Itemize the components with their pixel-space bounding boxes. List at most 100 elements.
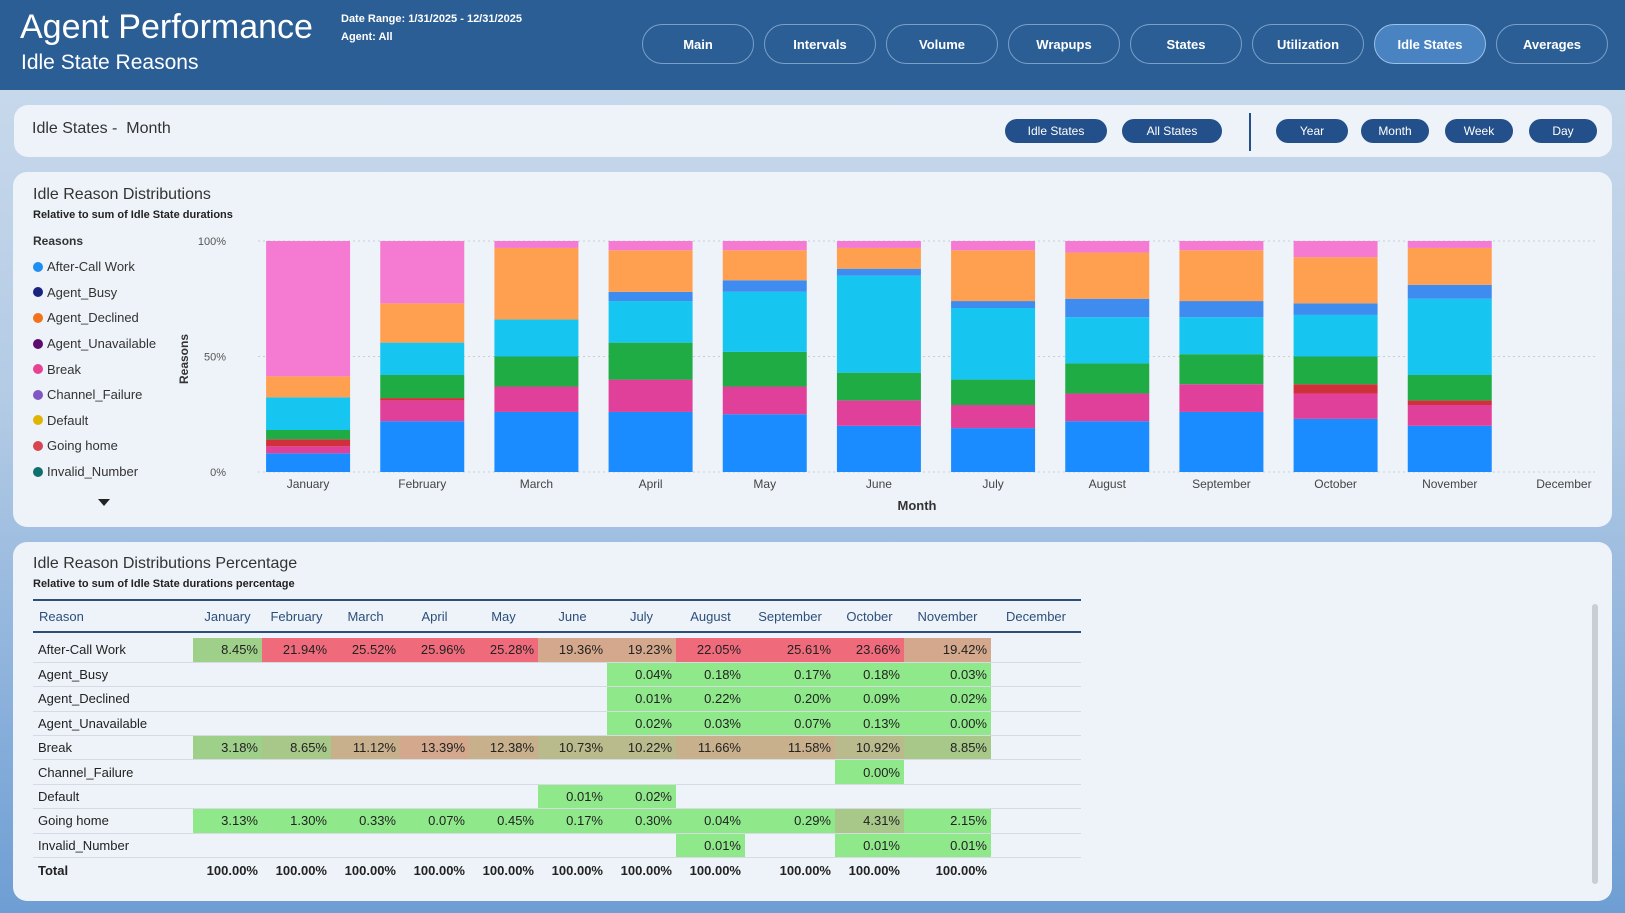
column-header[interactable]: February bbox=[262, 599, 331, 633]
idle-states-filter-button[interactable]: Idle States bbox=[1005, 119, 1107, 143]
nav-utilization-button[interactable]: Utilization bbox=[1252, 24, 1364, 64]
bar-segment bbox=[1179, 384, 1264, 412]
column-header[interactable]: April bbox=[400, 599, 469, 633]
chart-subtitle: Relative to sum of Idle State durations bbox=[33, 209, 233, 221]
legend-item[interactable]: Agent_Declined bbox=[33, 305, 156, 331]
legend-item[interactable]: Break bbox=[33, 356, 156, 382]
bar-segment bbox=[494, 386, 579, 412]
column-header[interactable]: March bbox=[331, 599, 400, 633]
value-cell bbox=[745, 759, 835, 785]
legend-item[interactable]: Going home bbox=[33, 433, 156, 459]
value-cell bbox=[331, 784, 400, 810]
bar-segment bbox=[494, 247, 579, 320]
all-states-filter-button[interactable]: All States bbox=[1122, 119, 1222, 143]
report-meta: Date Range: 1/31/2025 - 12/31/2025 Agent… bbox=[341, 10, 522, 46]
value-cell: 0.22% bbox=[676, 686, 745, 712]
bar-segment bbox=[1179, 250, 1264, 302]
value-cell bbox=[607, 833, 676, 859]
table-panel: Idle Reason Distributions Percentage Rel… bbox=[13, 542, 1612, 901]
nav-wrapups-button[interactable]: Wrapups bbox=[1008, 24, 1120, 64]
column-header[interactable]: Reason bbox=[33, 599, 193, 633]
day-button[interactable]: Day bbox=[1529, 119, 1597, 143]
bar-segment bbox=[951, 301, 1036, 308]
bar-segment bbox=[722, 291, 807, 352]
page-title: Agent Performance bbox=[20, 8, 313, 46]
bar-segment bbox=[494, 411, 579, 472]
legend-item[interactable]: Agent_Unavailable bbox=[33, 331, 156, 357]
value-cell bbox=[835, 784, 904, 810]
legend-scroll-down-icon[interactable] bbox=[98, 499, 110, 506]
value-cell bbox=[400, 759, 469, 785]
value-cell bbox=[331, 686, 400, 712]
value-cell bbox=[469, 784, 538, 810]
column-header[interactable]: July bbox=[607, 599, 676, 633]
column-header[interactable]: November bbox=[904, 599, 991, 633]
bar-segment bbox=[380, 241, 465, 304]
legend-swatch bbox=[33, 415, 43, 426]
legend-item[interactable]: Default bbox=[33, 408, 156, 434]
bar-segment bbox=[608, 411, 693, 472]
value-cell bbox=[991, 735, 1081, 761]
bar-segment bbox=[1407, 405, 1492, 426]
month-button[interactable]: Month bbox=[1361, 119, 1429, 143]
value-cell bbox=[331, 711, 400, 737]
nav-averages-button[interactable]: Averages bbox=[1496, 24, 1608, 64]
column-header[interactable]: December bbox=[991, 599, 1081, 633]
reason-cell: Channel_Failure bbox=[33, 759, 193, 785]
nav-idle-states-button[interactable]: Idle States bbox=[1374, 24, 1486, 64]
column-header[interactable]: August bbox=[676, 599, 745, 633]
table-scrollbar[interactable] bbox=[1592, 604, 1598, 884]
value-cell: 0.17% bbox=[745, 662, 835, 688]
nav-intervals-button[interactable]: Intervals bbox=[764, 24, 876, 64]
value-cell: 22.05% bbox=[676, 638, 745, 663]
value-cell: 10.22% bbox=[607, 735, 676, 761]
column-header[interactable]: October bbox=[835, 599, 904, 633]
bar-segment bbox=[951, 250, 1036, 302]
value-cell bbox=[538, 759, 607, 785]
bar-segment bbox=[266, 446, 351, 454]
value-cell: 0.01% bbox=[607, 686, 676, 712]
main-nav: Main Intervals Volume Wrapups States Uti… bbox=[642, 24, 1608, 64]
total-cell: 100.00% bbox=[689, 863, 741, 879]
value-cell bbox=[538, 711, 607, 737]
week-button[interactable]: Week bbox=[1445, 119, 1513, 143]
nav-main-button[interactable]: Main bbox=[642, 24, 754, 64]
legend-swatch bbox=[33, 440, 43, 451]
value-cell bbox=[262, 784, 331, 810]
value-cell: 4.31% bbox=[835, 808, 904, 834]
legend-item[interactable]: After-Call Work bbox=[33, 254, 156, 280]
column-header[interactable]: May bbox=[469, 599, 538, 633]
bar-segment bbox=[1293, 303, 1378, 315]
total-cell: 100.00% bbox=[551, 863, 603, 879]
x-tick-label: March bbox=[520, 477, 553, 491]
value-cell: 25.61% bbox=[745, 638, 835, 663]
chart-legend: Reasons After-Call Work Agent_Busy Agent_D… bbox=[33, 234, 156, 484]
value-cell bbox=[538, 833, 607, 859]
nav-states-button[interactable]: States bbox=[1130, 24, 1242, 64]
bar-segment bbox=[1179, 317, 1264, 355]
value-cell: 19.42% bbox=[904, 638, 991, 663]
total-cell: 100.00% bbox=[482, 863, 534, 879]
legend-label: Going home bbox=[47, 438, 118, 454]
reason-cell: Going home bbox=[33, 808, 193, 834]
year-button[interactable]: Year bbox=[1276, 119, 1348, 143]
value-cell: 3.18% bbox=[193, 735, 262, 761]
legend-swatch bbox=[33, 364, 43, 375]
nav-volume-button[interactable]: Volume bbox=[886, 24, 998, 64]
legend-item[interactable]: Invalid_Number bbox=[33, 459, 156, 485]
bar-segment bbox=[266, 439, 351, 447]
column-header[interactable]: June bbox=[538, 599, 607, 633]
chart-title: Idle Reason Distributions bbox=[33, 186, 211, 203]
value-cell: 19.36% bbox=[538, 638, 607, 663]
legend-item[interactable]: Agent_Busy bbox=[33, 280, 156, 306]
table-row: Agent_Declined 0.01% 0.22% 0.20% 0.09% 0.02% bbox=[33, 686, 1081, 712]
bar-segment bbox=[1407, 247, 1492, 285]
bar-segment bbox=[1407, 400, 1492, 406]
value-cell: 8.45% bbox=[193, 638, 262, 663]
column-header[interactable]: January bbox=[193, 599, 262, 633]
value-cell: 0.00% bbox=[904, 711, 991, 737]
value-cell: 0.02% bbox=[904, 686, 991, 712]
column-header[interactable]: September bbox=[745, 599, 835, 633]
value-cell bbox=[400, 686, 469, 712]
legend-item[interactable]: Channel_Failure bbox=[33, 382, 156, 408]
